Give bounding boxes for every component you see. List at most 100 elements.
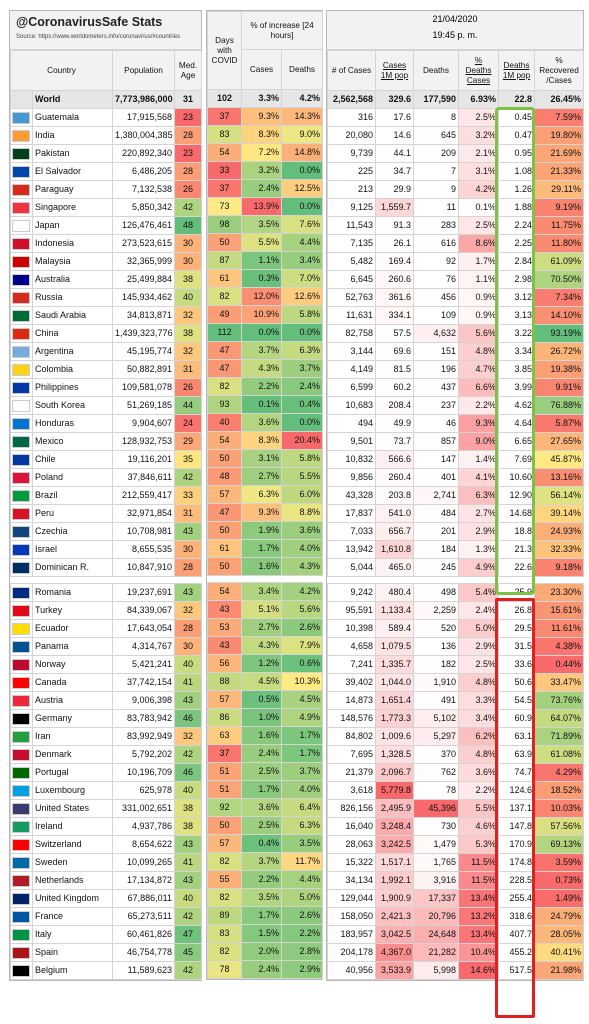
days-value: 50 xyxy=(207,233,242,252)
median-age-value: 23 xyxy=(174,144,203,163)
increase-deaths-value: 7.0% xyxy=(280,269,324,288)
table-row: 158,050 2,421.3 20,796 13.2% 318.6 24.79% xyxy=(327,907,584,926)
country-name: France xyxy=(31,907,114,926)
country-name: Turkey xyxy=(31,601,114,620)
median-age-value: 43 xyxy=(174,583,203,602)
table-row: 4,149 81.5 196 4.7% 3.85 19.38% xyxy=(327,360,584,379)
flag-cell xyxy=(10,162,33,181)
increase-deaths-value: 7.6% xyxy=(280,215,324,234)
flag-icon xyxy=(12,892,30,905)
increase-deaths-value: 0.0% xyxy=(280,413,324,432)
median-age-value: 32 xyxy=(174,601,203,620)
deaths-value: 45,396 xyxy=(413,799,459,818)
median-age-value: 46 xyxy=(174,709,203,728)
flag-icon xyxy=(12,964,30,977)
table-row: 89 1.7% 2.6% xyxy=(207,906,324,925)
flag-icon xyxy=(12,507,30,520)
deaths-per-million-value: 1.88 xyxy=(498,198,535,217)
cases-value: 213 xyxy=(327,180,376,199)
cases-per-million-value: 334.1 xyxy=(375,306,414,325)
cases-value: 40,956 xyxy=(327,961,376,980)
cases-value: 82,758 xyxy=(327,324,376,343)
pct-deaths-value: 6.2% xyxy=(458,727,499,746)
pct-deaths-value: 3.6% xyxy=(458,763,499,782)
deaths-value: 8 xyxy=(413,108,459,127)
table-row: 316 17.6 8 2.5% 0.45 7.59% xyxy=(327,108,584,127)
median-age-value: 43 xyxy=(174,871,203,890)
country-name: India xyxy=(31,126,114,145)
cases-value: 225 xyxy=(327,162,376,181)
table-row: 13,942 1,610.8 184 1.3% 21.3 32.33% xyxy=(327,540,584,559)
increase-deaths-value: 10.3% xyxy=(280,672,324,691)
days-value: 93 xyxy=(207,395,242,414)
table-row: 9,739 44.1 209 2.1% 0.95 21.69% xyxy=(327,144,584,163)
days-value: 73 xyxy=(207,197,242,216)
increase-cases-value: 8.3% xyxy=(241,125,282,144)
deaths-value: 92 xyxy=(413,252,459,271)
population-value: 60,461,826 xyxy=(112,925,176,944)
deaths-per-million-value: 63.9 xyxy=(498,745,535,764)
cases-per-million-value: 60.2 xyxy=(375,378,414,397)
cases-value: 52,763 xyxy=(327,288,376,307)
increase-deaths-value: 4.4% xyxy=(280,870,324,889)
country-name: Norway xyxy=(31,655,114,674)
flag-cell xyxy=(10,540,33,559)
cases-per-million-value: 2,495.9 xyxy=(375,799,414,818)
deaths-value: 456 xyxy=(413,288,459,307)
flag-cell xyxy=(10,637,33,656)
flag-cell xyxy=(10,655,33,674)
deaths-value: 196 xyxy=(413,360,459,379)
increase-cases-value: 4.3% xyxy=(241,359,282,378)
pct-recovered-value: 40.41% xyxy=(534,943,584,962)
right-table: # of Cases Cases 1M pop Deaths % Deaths … xyxy=(327,50,584,980)
population-value: 25,499,884 xyxy=(112,270,176,289)
table-row: Italy 60,461,826 47 xyxy=(10,925,203,944)
increase-cases-value: 8.3% xyxy=(241,431,282,450)
increase-deaths-value: 3.6% xyxy=(280,521,324,540)
table-row: Turkey 84,339,067 32 xyxy=(10,601,203,620)
table-row: 10,683 208.4 237 2.2% 4.62 76.88% xyxy=(327,396,584,415)
deaths-per-million-value: 22.6 xyxy=(498,558,535,577)
days-value: 63 xyxy=(207,726,242,745)
pct-deaths-value: 4.9% xyxy=(458,558,499,577)
increase-deaths-value: 5.0% xyxy=(280,888,324,907)
table-row: 61 1.7% 4.0% xyxy=(207,539,324,558)
increase-deaths-value: 4.2% xyxy=(280,89,324,108)
days-value: 47 xyxy=(207,341,242,360)
median-age-value: 28 xyxy=(174,162,203,181)
pct-deaths-value: 13.2% xyxy=(458,907,499,926)
deaths-per-million-value: 455.2 xyxy=(498,943,535,962)
table-row: 4,658 1,079.5 136 2.9% 31.5 4.38% xyxy=(327,637,584,656)
country-name: Austria xyxy=(31,691,114,710)
cases-value: 14,873 xyxy=(327,691,376,710)
days-value: 43 xyxy=(207,636,242,655)
cases-value: 494 xyxy=(327,414,376,433)
pct-deaths-value: 4.8% xyxy=(458,673,499,692)
increase-deaths-value: 14.8% xyxy=(280,143,324,162)
increase-cases-value: 12.0% xyxy=(241,287,282,306)
cases-per-million-value: 26.1 xyxy=(375,234,414,253)
flag-icon xyxy=(12,183,30,196)
pct-recovered-value: 27.65% xyxy=(534,432,584,451)
increase-deaths-value: 7.9% xyxy=(280,636,324,655)
increase-cases-value: 1.7% xyxy=(241,539,282,558)
pct-recovered-value: 29.11% xyxy=(534,180,584,199)
flag-icon xyxy=(12,874,30,887)
cases-value: 9,739 xyxy=(327,144,376,163)
flag-cell xyxy=(10,709,33,728)
population-value: 5,421,241 xyxy=(112,655,176,674)
flag-icon xyxy=(12,658,30,671)
cases-value: 9,125 xyxy=(327,198,376,217)
table-row: 47 3.7% 6.3% xyxy=(207,341,324,360)
increase-cases-value: 1.6% xyxy=(241,557,282,576)
increase-cases-value: 4.3% xyxy=(241,636,282,655)
cases-value: 9,242 xyxy=(327,583,376,602)
median-age-value: 40 xyxy=(174,781,203,800)
flag-icon xyxy=(12,784,30,797)
table-row: Austria 9,006,398 43 xyxy=(10,691,203,710)
table-row: 50 1.9% 3.6% xyxy=(207,521,324,540)
table-row: Czechia 10,708,981 43 xyxy=(10,522,203,541)
median-age-value: 42 xyxy=(174,745,203,764)
country-name: Panama xyxy=(31,637,114,656)
flag-icon xyxy=(12,309,30,322)
